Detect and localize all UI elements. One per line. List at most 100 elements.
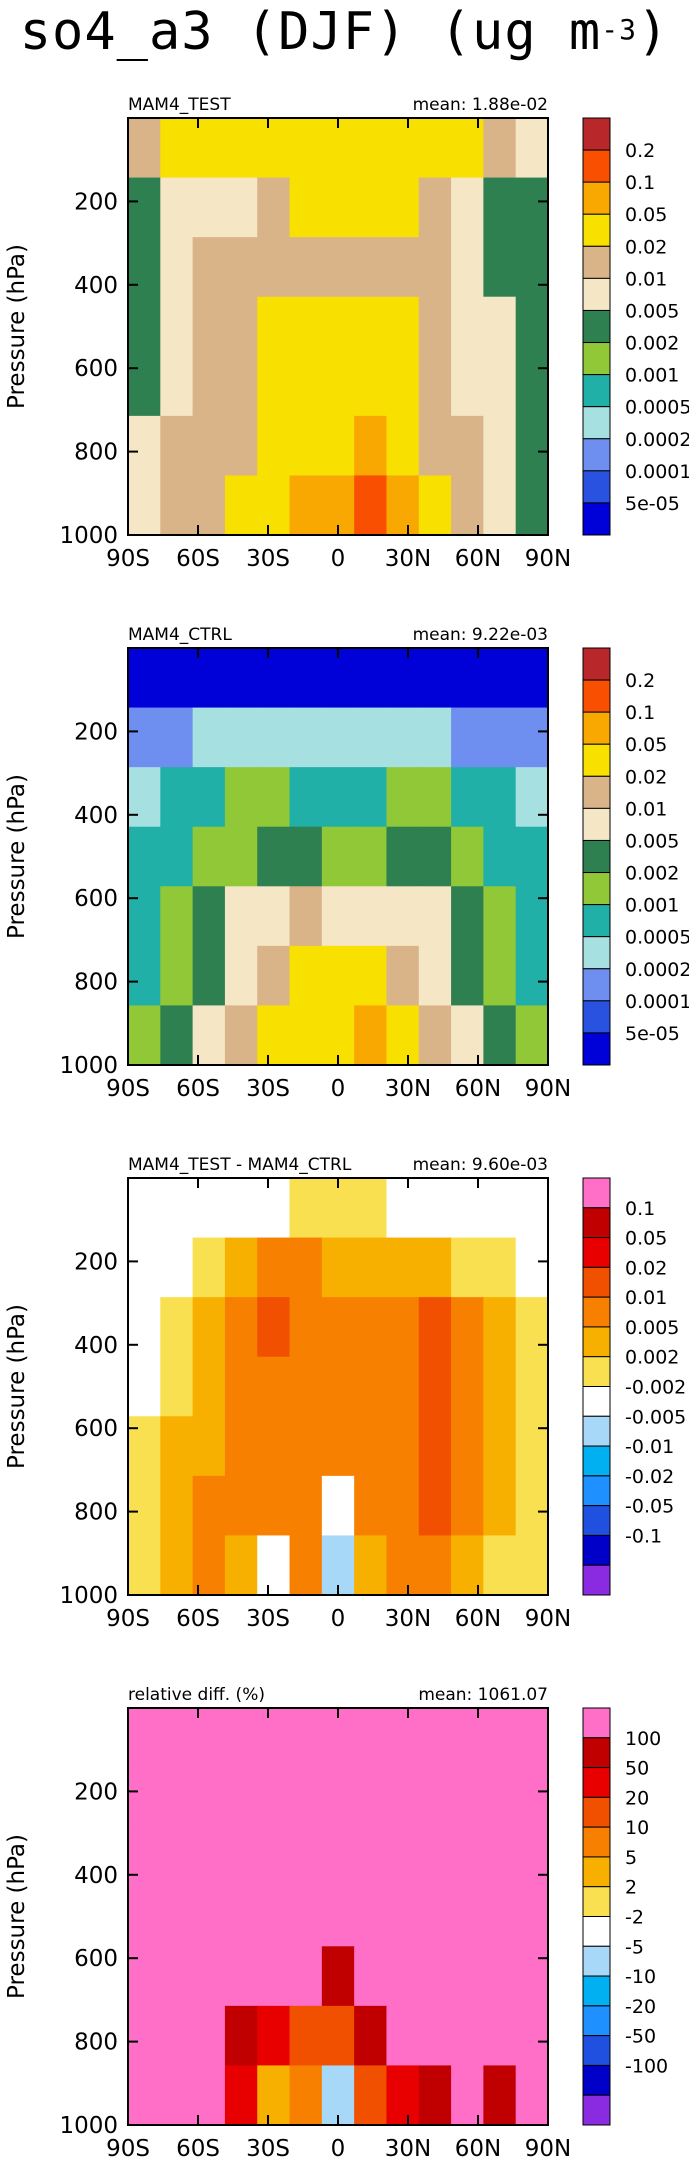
- field-cell: [224, 826, 258, 887]
- field-cell: [224, 1005, 258, 1066]
- field-cell: [289, 1535, 323, 1596]
- field-cell: [515, 1416, 549, 1477]
- field-cell: [128, 1237, 161, 1298]
- field-cell: [386, 1886, 420, 1947]
- field-cell: [224, 1356, 258, 1417]
- field-cell: [289, 1708, 323, 1769]
- field-cell: [418, 1767, 452, 1828]
- field-cell: [354, 1178, 388, 1239]
- ytick-label: 200: [74, 719, 118, 745]
- colorbar-box: [582, 711, 611, 745]
- field-cell: [128, 767, 161, 828]
- field-cell: [354, 1416, 388, 1477]
- ytick-label: 600: [74, 1416, 118, 1442]
- xtick-label: 90N: [525, 1076, 571, 1102]
- field-cell: [515, 237, 549, 298]
- colorbar-label: 0.02: [625, 766, 667, 788]
- field-cell: [354, 1708, 388, 1769]
- field-cell: [451, 1297, 484, 1358]
- field-cell: [483, 356, 517, 417]
- field-cell: [515, 356, 549, 417]
- field-cell: [192, 1237, 226, 1298]
- field-cell: [321, 1416, 355, 1477]
- field-cell: [257, 1475, 291, 1537]
- field-cell: [257, 767, 291, 828]
- colorbar-label: 20: [625, 1787, 649, 1809]
- field-cell: [483, 707, 517, 768]
- field-cell: [160, 767, 194, 828]
- colorbar-label: 0.005: [625, 830, 679, 852]
- field-cell: [128, 177, 161, 238]
- field-cell: [192, 1767, 226, 1828]
- field-cell: [321, 1178, 355, 1239]
- field-cell: [483, 1708, 517, 1769]
- field-cell: [321, 1767, 355, 1828]
- xtick-label: 60S: [176, 2136, 220, 2162]
- ytick-label: 1000: [59, 523, 118, 549]
- field-cell: [128, 648, 161, 709]
- field-cell: [321, 886, 355, 947]
- field-cell: [354, 2065, 388, 2126]
- colorbar-box: [582, 775, 611, 809]
- colorbar-label: -20: [625, 1996, 656, 2018]
- field-cell: [515, 1475, 549, 1537]
- field-cell: [386, 2005, 420, 2067]
- field-cell: [224, 1767, 258, 1828]
- colorbar-box: [582, 1975, 611, 2007]
- field-cell: [354, 826, 388, 887]
- field-cell: [386, 1827, 420, 1888]
- field-cell: [257, 237, 291, 298]
- field-cell: [515, 1356, 549, 1417]
- field-cell: [224, 2005, 258, 2067]
- field-cell: [192, 1946, 226, 2007]
- field-cell: [386, 945, 420, 1007]
- colorbar-label: 0.0001: [625, 461, 689, 483]
- field-cell: [483, 1237, 517, 1298]
- colorbar-box: [582, 936, 611, 970]
- field-cell: [321, 237, 355, 298]
- field-cell: [128, 118, 161, 179]
- plot-area-3: [128, 1708, 549, 2126]
- field-cell: [257, 118, 291, 179]
- colorbar-label: 0.05: [625, 734, 667, 756]
- field-cell: [289, 296, 323, 357]
- colorbar-label: -100: [625, 2055, 668, 2077]
- field-cell: [128, 415, 161, 477]
- colorbar-label: 5e-05: [625, 1023, 680, 1045]
- colorbar-box: [582, 743, 611, 777]
- field-cell: [418, 886, 452, 947]
- field-cell: [192, 296, 226, 357]
- colorbar-label: 0.01: [625, 798, 667, 820]
- field-cell: [192, 356, 226, 417]
- panel-title-left: MAM4_TEST: [128, 95, 231, 115]
- field-cell: [128, 356, 161, 417]
- ytick-label: 800: [74, 970, 118, 996]
- field-cell: [289, 767, 323, 828]
- field-cell: [515, 2005, 549, 2067]
- colorbar-label: 0.05: [625, 1228, 667, 1250]
- colorbar-box: [582, 2094, 611, 2126]
- field-cell: [483, 945, 517, 1007]
- field-cell: [192, 945, 226, 1007]
- field-cell: [257, 886, 291, 947]
- field-cell: [483, 1767, 517, 1828]
- field-cell: [418, 1535, 452, 1596]
- figure-title: so4_a3 (DJF) (ug m-3): [19, 2, 670, 62]
- field-cell: [257, 1708, 291, 1769]
- field-cell: [354, 767, 388, 828]
- field-cell: [257, 1356, 291, 1417]
- field-cell: [515, 415, 549, 477]
- field-cell: [224, 1886, 258, 1947]
- field-cell: [128, 1475, 161, 1537]
- field-cell: [354, 356, 388, 417]
- field-cell: [354, 1767, 388, 1828]
- plot-area-2: [128, 1178, 549, 1596]
- field-cell: [289, 648, 323, 709]
- field-cell: [289, 1005, 323, 1066]
- colorbar-label: -0.05: [625, 1496, 674, 1518]
- field-cell: [451, 1178, 484, 1239]
- field-cell: [321, 767, 355, 828]
- field-cell: [354, 1946, 388, 2007]
- field-cell: [257, 648, 291, 709]
- field-cell: [483, 2065, 517, 2126]
